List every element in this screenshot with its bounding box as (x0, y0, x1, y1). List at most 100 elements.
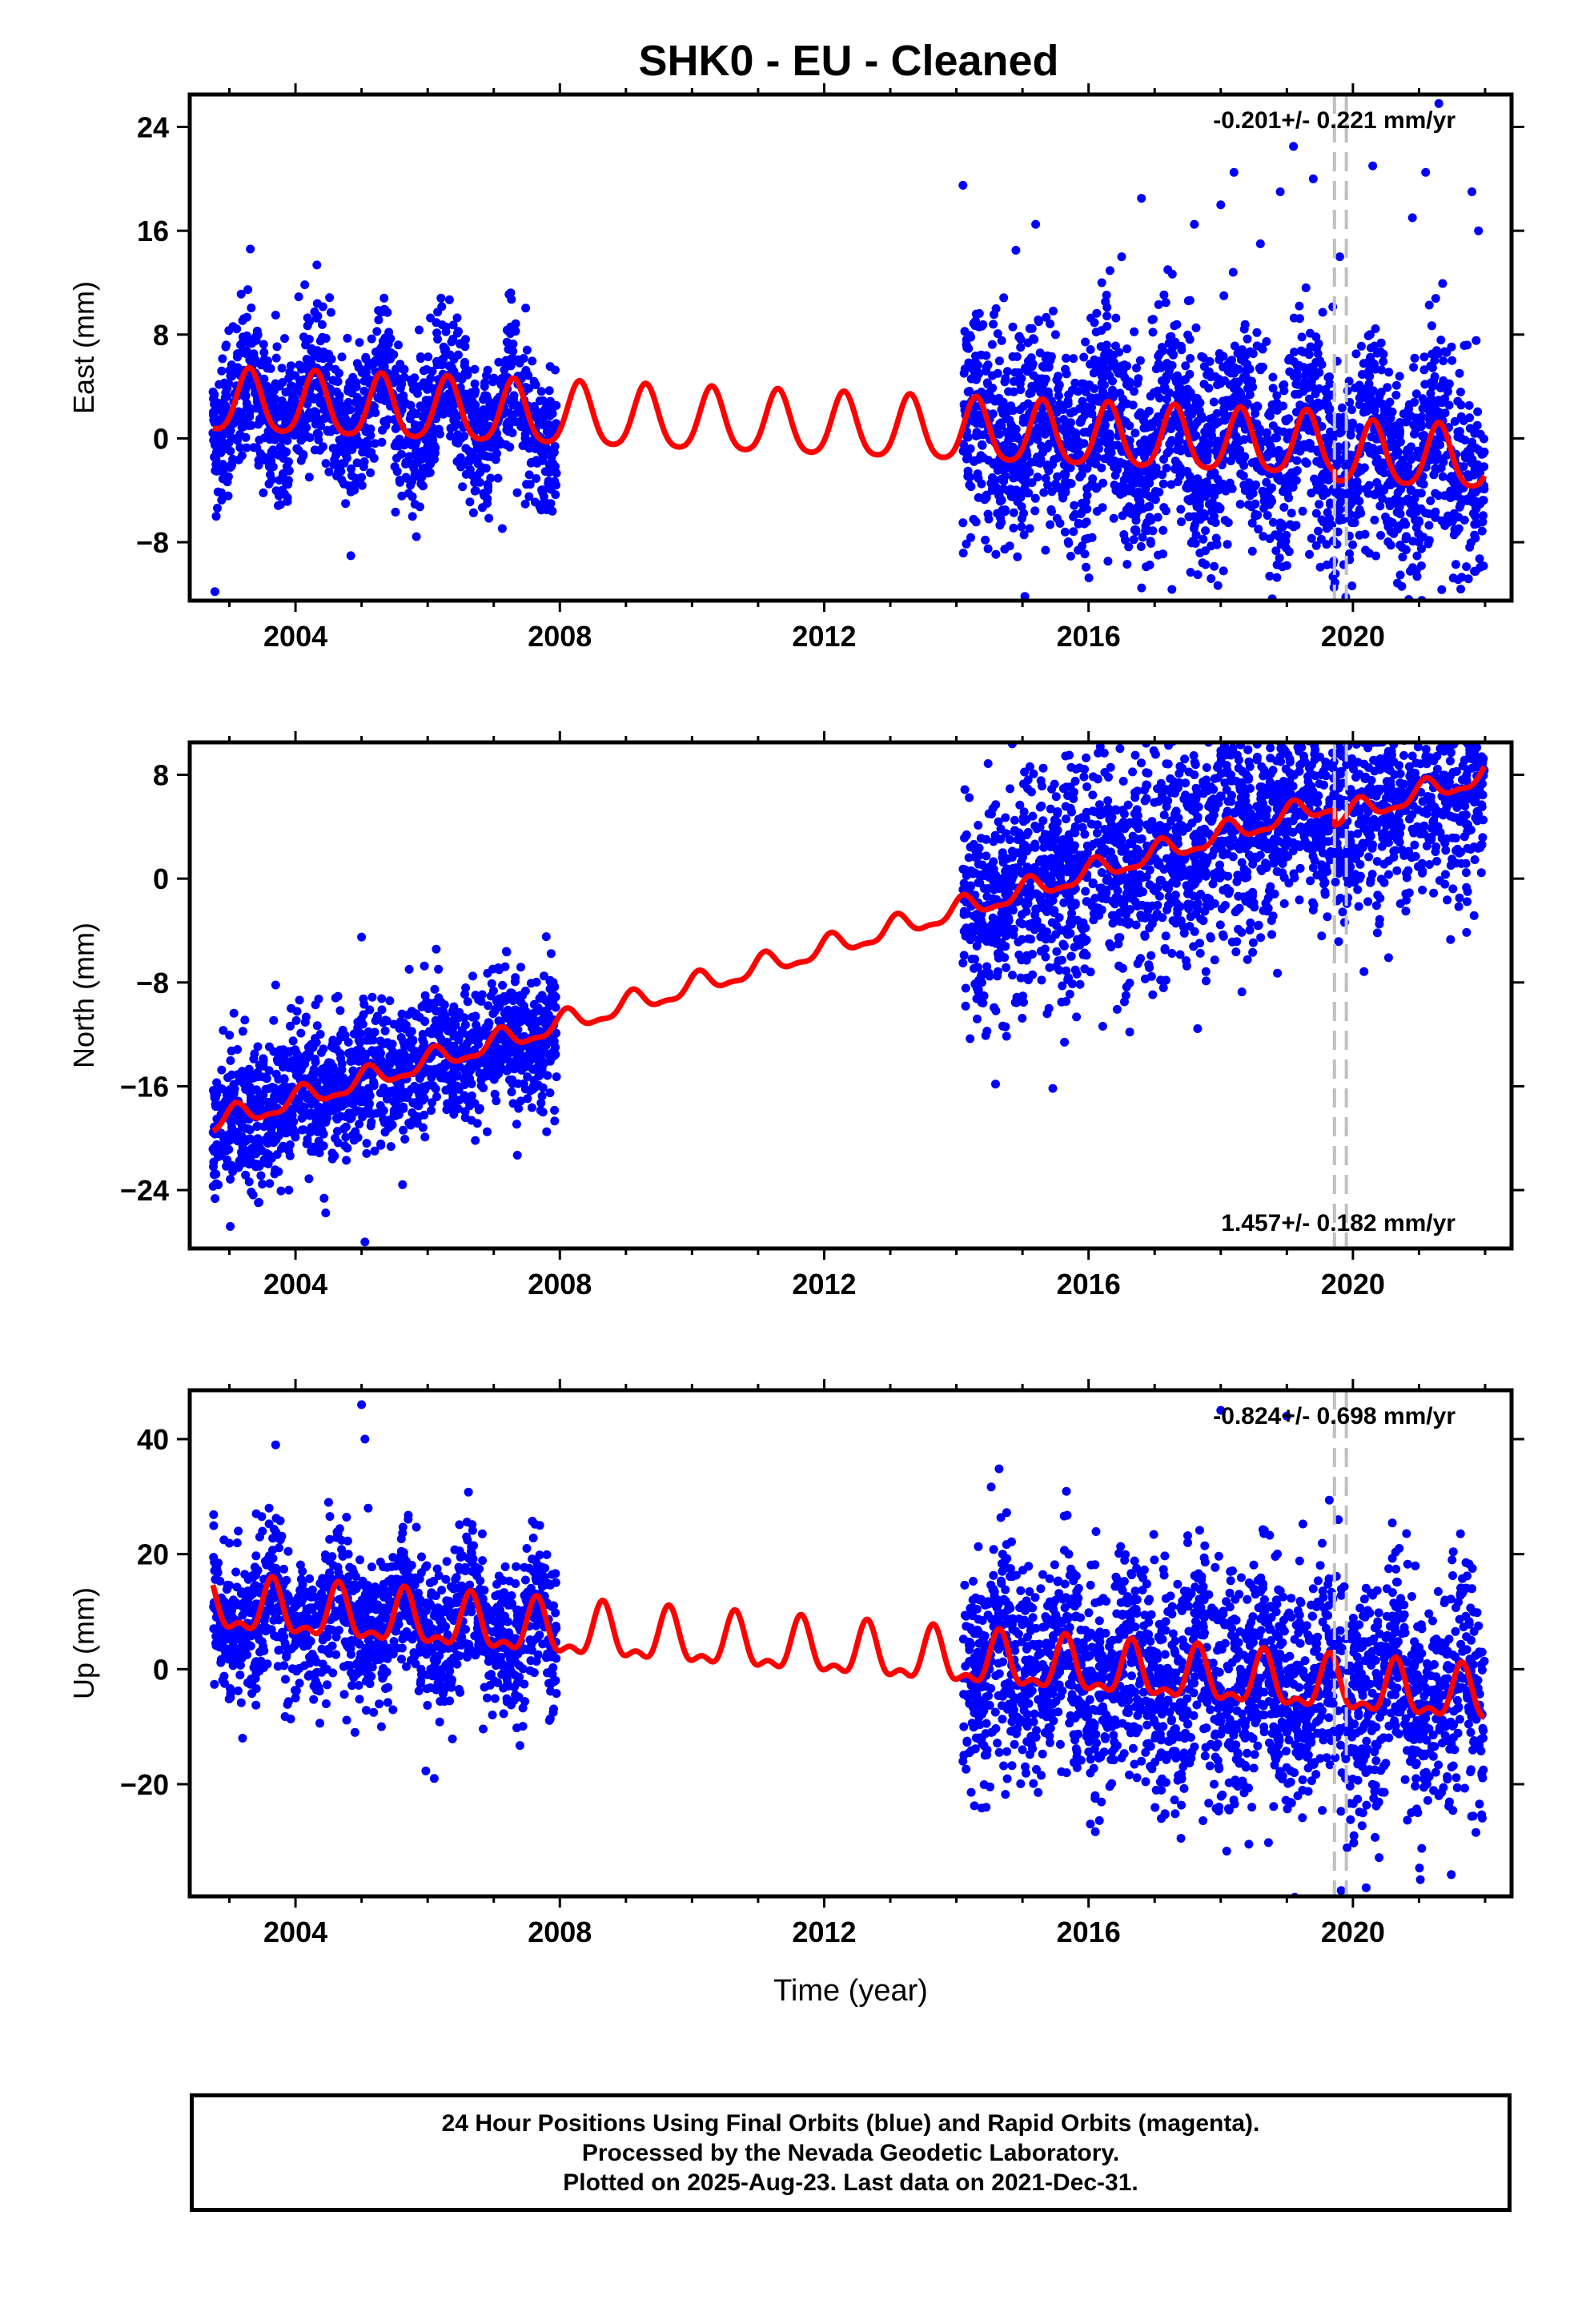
east-data-point (1416, 561, 1426, 570)
east-data-point (1050, 480, 1060, 489)
east-data-point (461, 444, 471, 453)
east-data-point (1181, 375, 1191, 384)
east-data-point (520, 424, 530, 432)
east-data-point (1236, 389, 1246, 399)
north-data-point (314, 995, 323, 1003)
east-data-point (1313, 349, 1323, 359)
east-data-point (301, 336, 311, 345)
east-data-point (1281, 415, 1291, 424)
east-data-point (1429, 376, 1438, 386)
east-data-point (1275, 476, 1285, 485)
east-data-point (367, 334, 376, 344)
east-data-point (241, 349, 251, 359)
east-data-point (1185, 408, 1195, 417)
north-data-point (304, 1174, 314, 1184)
east-data-point (1267, 400, 1277, 409)
east-data-point (974, 473, 983, 483)
east-data-point (367, 448, 376, 457)
north-data-point (272, 1150, 282, 1160)
east-data-point (1311, 509, 1321, 518)
east-outlier-point (323, 353, 333, 363)
east-data-point (1252, 328, 1262, 337)
east-data-point (422, 402, 432, 412)
east-data-point (1174, 383, 1183, 392)
east-data-point (532, 474, 541, 483)
north-plot-frame (187, 740, 1514, 1251)
north-data-point (307, 1039, 316, 1049)
east-data-point (1055, 519, 1065, 528)
east-data-point (1304, 438, 1314, 448)
east-data-point (497, 376, 507, 385)
north-data-point (365, 1005, 375, 1015)
east-data-point (1223, 540, 1232, 549)
east-data-point (1074, 387, 1082, 396)
east-data-point (522, 345, 532, 355)
east-data-point (212, 466, 222, 476)
east-data-point (1118, 394, 1127, 404)
east-data-point (380, 396, 390, 405)
east-data-point (1311, 357, 1321, 367)
east-data-point (351, 382, 361, 392)
east-data-point (1370, 450, 1379, 460)
east-data-point (1109, 358, 1118, 367)
east-data-point (484, 482, 493, 492)
east-data-point (1122, 470, 1131, 480)
east-data-point (423, 384, 432, 394)
east-data-point (211, 440, 219, 450)
east-data-point (1210, 469, 1219, 479)
east-data-point (1325, 513, 1335, 523)
east-data-point (1170, 456, 1180, 466)
east-data-point (1034, 377, 1043, 386)
east-data-point (1152, 468, 1162, 478)
east-data-point (1075, 472, 1085, 482)
east-data-point (339, 406, 349, 416)
east-data-point (1403, 467, 1412, 476)
east-data-point (1177, 517, 1186, 527)
east-outlier-point (1031, 219, 1041, 229)
east-data-point (1025, 524, 1034, 533)
east-data-point (1456, 585, 1466, 594)
east-data-point (347, 471, 356, 480)
east-data-point (1466, 621, 1475, 630)
east-data-point (1276, 540, 1286, 549)
east-data-point (1379, 357, 1388, 366)
east-data-point (548, 407, 556, 416)
north-data-point (511, 973, 520, 983)
east-outlier-point (1255, 239, 1265, 248)
east-data-point (1215, 504, 1225, 513)
east-data-point (233, 436, 242, 445)
east-data-point (1414, 537, 1423, 547)
east-data-point (965, 472, 974, 482)
north-data-point (310, 1054, 319, 1063)
east-outlier-point (1387, 518, 1397, 528)
east-data-point (1324, 406, 1334, 416)
east-data-point (446, 432, 456, 441)
east-data-point (326, 308, 335, 317)
east-data-point (1473, 407, 1483, 416)
east-data-point (1371, 324, 1380, 333)
east-data-point (1415, 517, 1424, 527)
east-data-point (1259, 504, 1269, 513)
east-data-point (1226, 401, 1235, 411)
east-outlier-point (509, 395, 518, 404)
north-data-point (512, 1151, 522, 1160)
east-data-point (398, 364, 408, 374)
east-data-point (1395, 460, 1404, 470)
east-data-point (1062, 353, 1070, 363)
east-data-point (520, 499, 530, 509)
north-data-point (436, 997, 446, 1007)
east-data-point (480, 391, 490, 400)
east-data-point (1039, 488, 1049, 497)
east-data-point (259, 488, 268, 497)
east-data-point (1395, 428, 1404, 438)
east-data-point (1046, 319, 1055, 328)
east-data-point (1352, 510, 1361, 520)
east-data-point (1013, 615, 1022, 624)
north-data-point (285, 1151, 295, 1160)
east-data-point (1148, 328, 1158, 337)
north-data-point (226, 1055, 235, 1065)
east-data-point (1256, 343, 1266, 352)
east-data-point (303, 321, 312, 331)
east-data-point (1199, 435, 1208, 444)
east-data-point (997, 517, 1006, 527)
